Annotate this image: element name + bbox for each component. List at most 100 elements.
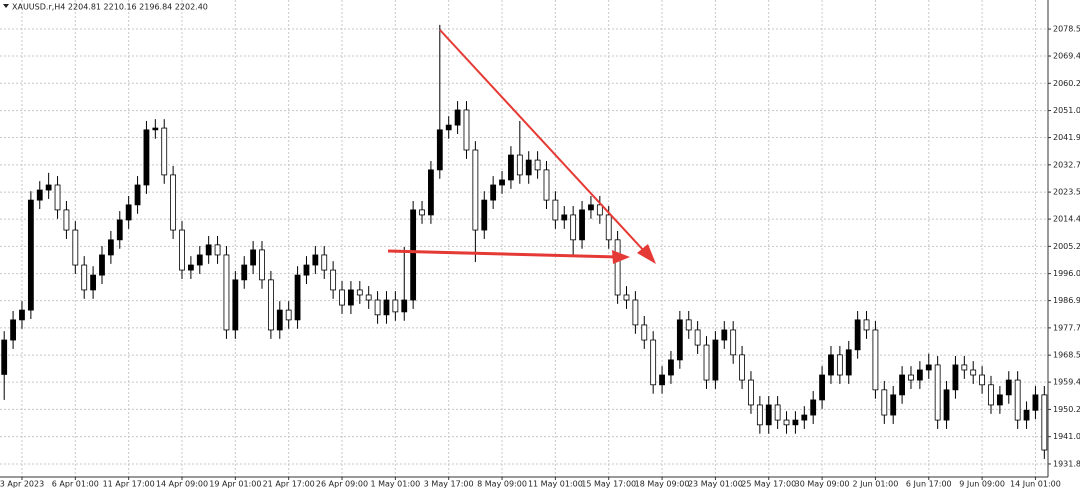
- x-tick-label: 3 Apr 2023: [0, 480, 44, 489]
- candle-body: [454, 109, 461, 126]
- candle-body: [668, 359, 674, 376]
- x-tick-label: 19 Apr 01:00: [209, 480, 261, 489]
- candle-body: [401, 299, 408, 313]
- candle-body: [756, 404, 763, 426]
- x-tick-label: 14 Apr 09:00: [156, 480, 208, 489]
- candles: [1, 24, 1048, 459]
- candle-body: [365, 294, 372, 301]
- candle-body: [259, 249, 265, 281]
- y-tick-label: 1977.70: [1053, 323, 1080, 332]
- candle-body: [1032, 394, 1039, 411]
- x-tick-label: 26 Apr 09:00: [316, 480, 368, 489]
- candle-body: [63, 209, 70, 231]
- candle-body: [36, 189, 43, 201]
- candle-body: [952, 364, 959, 391]
- x-tick-label: 6 Jun 17:00: [906, 480, 952, 489]
- x-tick-label: 6 Apr 01:00: [52, 480, 99, 489]
- candle-body: [916, 369, 923, 381]
- candle-body: [703, 344, 710, 381]
- x-tick-label: 11 Apr 17:00: [103, 480, 155, 489]
- candle-body: [863, 319, 870, 331]
- y-tick-label: 2069.40: [1053, 52, 1080, 61]
- candle-body: [143, 129, 150, 186]
- candle-body: [10, 319, 16, 341]
- candle-body: [267, 279, 274, 331]
- candle-body: [170, 174, 177, 231]
- candle-body: [1041, 394, 1048, 451]
- candle-body: [579, 209, 585, 241]
- candle-body: [54, 184, 61, 211]
- chart-title: XAUUSD.r,H4 2204.81 2210.16 2196.84 2202…: [12, 3, 208, 12]
- x-tick-label: 25 May 17:00: [741, 480, 796, 489]
- candle-body: [383, 299, 390, 316]
- candle-body: [836, 354, 843, 376]
- candle-body: [961, 364, 968, 371]
- candle-body: [81, 264, 88, 291]
- candle-body: [1023, 409, 1030, 421]
- candle-body: [196, 254, 203, 266]
- candle-body: [107, 239, 114, 256]
- candle-body: [748, 379, 754, 406]
- candle-body: [561, 214, 568, 221]
- x-tick-label: 18 May 09:00: [635, 480, 690, 489]
- candle-body: [552, 199, 559, 221]
- candle-body: [116, 219, 123, 241]
- x-tick-label: 21 Apr 17:00: [263, 480, 315, 489]
- candle-body: [988, 384, 994, 406]
- candle-body: [187, 264, 194, 271]
- y-tick-label: 1986.90: [1053, 296, 1080, 305]
- x-tick-label: 30 May 09:00: [795, 480, 850, 489]
- candle-body: [596, 204, 603, 216]
- candle-body: [1005, 379, 1012, 396]
- candle-body: [232, 279, 239, 331]
- candle-body: [223, 254, 230, 331]
- y-tick-label: 2023.50: [1053, 188, 1080, 197]
- candle-body: [525, 159, 532, 176]
- support-arrow: [387, 249, 619, 259]
- candle-body: [499, 179, 505, 186]
- candle-body: [765, 404, 772, 426]
- candle-body: [650, 339, 657, 386]
- candle-body: [641, 324, 648, 341]
- candle-body: [481, 199, 488, 231]
- candle-body: [463, 109, 470, 151]
- candle-body: [419, 209, 425, 216]
- y-tick-label: 2041.90: [1053, 133, 1080, 142]
- candle-body: [783, 419, 790, 426]
- candle-body: [152, 127, 159, 131]
- candle-body: [161, 127, 168, 176]
- x-tick-label: 9 Jun 09:00: [959, 480, 1005, 489]
- candle-body: [534, 159, 541, 171]
- candle-body: [445, 124, 452, 131]
- x-tick-label: 14 Jun 01:00: [1010, 480, 1061, 489]
- x-tick-label: 8 May 09:00: [477, 480, 527, 489]
- candle-body: [792, 419, 799, 426]
- candle-body: [712, 339, 719, 381]
- y-tick-label: 1950.20: [1053, 405, 1080, 414]
- candle-body: [659, 374, 665, 386]
- arrow-head: [612, 250, 630, 264]
- candle-body: [1, 339, 8, 375]
- candle-body: [881, 389, 888, 416]
- y-tick-label: 1941.00: [1053, 432, 1080, 441]
- candle-body: [312, 254, 319, 266]
- candle-body: [908, 374, 914, 381]
- candle-body: [925, 364, 932, 371]
- candle-body: [676, 319, 683, 361]
- candle-body: [588, 204, 594, 211]
- candle-body: [294, 274, 301, 321]
- candle-body: [490, 184, 497, 201]
- candle-body: [90, 274, 96, 291]
- candle-body: [739, 354, 745, 381]
- candle-body: [810, 399, 817, 416]
- candle-body: [214, 244, 221, 256]
- candle-body: [623, 294, 630, 301]
- symbol-icon: [3, 4, 9, 8]
- candle-body: [330, 269, 337, 291]
- candle-body: [27, 199, 34, 311]
- candle-body: [508, 154, 514, 181]
- candle-body: [19, 309, 25, 321]
- candle-body: [392, 299, 399, 313]
- candle-body: [45, 184, 52, 191]
- y-tick-label: 1996.00: [1053, 269, 1080, 278]
